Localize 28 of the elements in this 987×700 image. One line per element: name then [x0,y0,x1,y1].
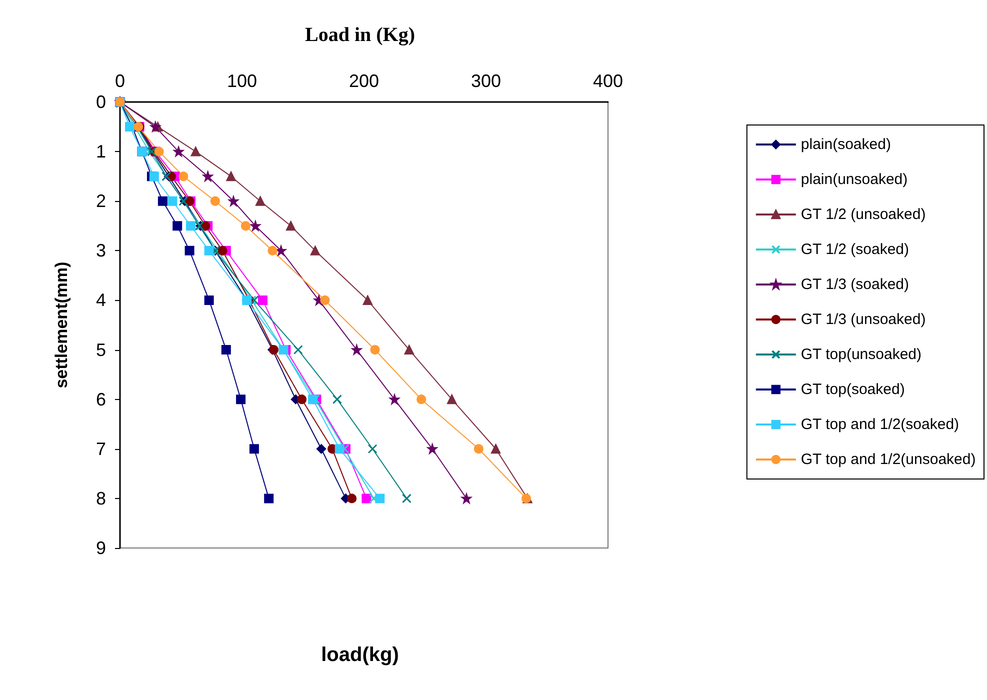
y-tick-label: 7 [96,438,106,459]
legend-label: plain(unsoaked) [800,171,908,188]
y-tick-label: 4 [96,290,106,310]
x-axis-title: load(kg) [321,644,399,666]
legend-label: GT top(unsoaked) [800,346,922,363]
x-tick-label: 400 [592,71,624,91]
legend-label: GT 1/2 (unsoaked) [800,206,926,223]
legend-label: GT 1/3 (unsoaked) [800,311,926,328]
x-tick-label: 200 [348,71,380,91]
y-tick-label: 8 [96,488,106,508]
legend-label: GT 1/3 (soaked) [800,276,910,293]
y-tick-label: 1 [96,142,106,162]
legend-label: GT top(soaked) [800,381,905,398]
x-tick-label: 300 [470,71,502,91]
y-axis-title: settlement(mm) [52,262,71,388]
y-tick-label: 5 [96,340,106,360]
legend-label: GT top and 1/2(unsoaked) [800,451,976,468]
legend-label: plain(soaked) [800,136,891,153]
legend-label: GT 1/2 (soaked) [800,241,910,258]
y-tick-label: 9 [96,538,106,558]
y-tick-label: 6 [96,389,106,410]
chart-title: Load in (Kg) [304,24,416,46]
y-tick-label: 3 [96,240,106,261]
legend-label: GT top and 1/2(soaked) [800,416,960,433]
y-tick-label: 0 [96,92,106,112]
x-tick-label: 0 [114,71,126,91]
x-tick-label: 100 [226,71,258,91]
y-tick-label: 2 [96,191,106,212]
